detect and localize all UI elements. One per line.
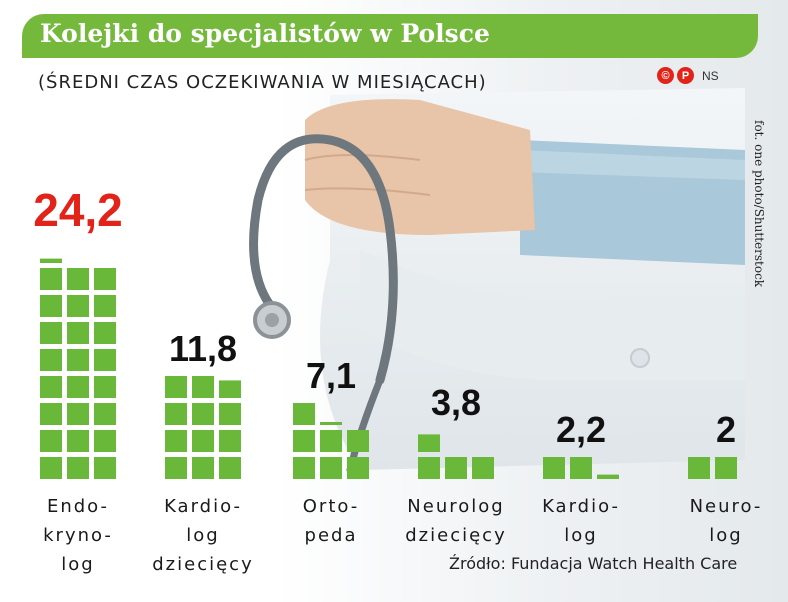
month-square [688, 457, 710, 479]
value-label: 24,2 [33, 184, 123, 236]
month-square [347, 430, 369, 452]
partial-month-square [418, 434, 440, 452]
value-label: 2 [716, 409, 736, 450]
month-square [347, 457, 369, 479]
month-square [94, 457, 116, 479]
month-square [570, 457, 592, 479]
month-square [320, 457, 342, 479]
month-square [192, 430, 214, 452]
month-square [67, 457, 89, 479]
category-label: log [564, 525, 597, 546]
bar-group-2: 7,1 Orto-peda [293, 355, 369, 546]
partial-month-square [219, 380, 241, 398]
month-square [472, 457, 494, 479]
month-square [165, 430, 187, 452]
month-square [192, 403, 214, 425]
value-label: 11,8 [169, 328, 237, 369]
month-square [40, 457, 62, 479]
category-label: log [186, 525, 219, 546]
category-label: log [709, 525, 742, 546]
month-square [192, 376, 214, 398]
month-square [40, 349, 62, 371]
month-square [293, 403, 315, 425]
bar-group-3: 3,8 Neurolog dziecięcy [405, 382, 506, 546]
month-square [165, 403, 187, 425]
bar-group-1: 11,8 Kardio-log dziecięcy [152, 328, 253, 575]
category-label: Neurolog [407, 496, 504, 517]
value-label: 7,1 [306, 355, 356, 396]
month-square [445, 457, 467, 479]
month-square [219, 403, 241, 425]
category-label: Neuro- [690, 496, 763, 517]
month-square [67, 295, 89, 317]
source-note: Źródło: Fundacja Watch Health Care [449, 554, 738, 573]
month-square [94, 430, 116, 452]
value-label: 2,2 [556, 409, 606, 450]
month-square [219, 430, 241, 452]
copyright-icon: © [657, 67, 674, 84]
partial-month-square [40, 258, 62, 263]
month-square [67, 349, 89, 371]
month-square [94, 349, 116, 371]
month-square [67, 430, 89, 452]
month-square [40, 268, 62, 290]
month-square [94, 376, 116, 398]
category-label: dziecięcy [405, 525, 506, 546]
month-square [293, 430, 315, 452]
month-square [94, 322, 116, 344]
category-label: Orto- [303, 496, 359, 517]
bar-group-4: 2,2 Kardio-log [542, 409, 620, 546]
month-square [418, 457, 440, 479]
chart-title: Kolejki do specjalistów w Polsce [40, 19, 490, 48]
title-banner: Kolejki do specjalistów w Polsce [22, 14, 758, 58]
month-square [67, 403, 89, 425]
month-square [94, 295, 116, 317]
month-square [40, 295, 62, 317]
category-label: Kardio- [164, 496, 242, 517]
month-square [40, 403, 62, 425]
category-label: log [61, 554, 94, 575]
month-square [543, 457, 565, 479]
month-square [192, 457, 214, 479]
value-label: 3,8 [431, 382, 481, 423]
month-square [219, 457, 241, 479]
photo-credit: fot. one photo/Shutterstock [752, 120, 766, 288]
month-square [165, 376, 187, 398]
month-square [94, 268, 116, 290]
month-square [67, 268, 89, 290]
category-label: peda [305, 525, 358, 546]
month-square [67, 322, 89, 344]
month-square [165, 457, 187, 479]
bar-group-5: 2 Neuro-log [688, 409, 763, 546]
bar-group-0: 24,2 Endo-kryno-log [33, 184, 123, 575]
category-label: Kardio- [542, 496, 620, 517]
chart-subtitle: (ŚREDNI CZAS OCZEKIWANIA W MIESIĄCACH) [38, 72, 487, 93]
month-square [320, 430, 342, 452]
category-label: kryno- [43, 525, 113, 546]
category-label: dziecięcy [152, 554, 253, 575]
category-label: Endo- [47, 496, 109, 517]
month-square [715, 457, 737, 479]
month-square [67, 376, 89, 398]
p-mark-icon: P [677, 67, 694, 84]
month-square [40, 376, 62, 398]
partial-month-square [320, 422, 342, 425]
month-square [94, 403, 116, 425]
publisher-logo: © P NS [657, 67, 719, 84]
month-square [40, 322, 62, 344]
partial-month-square [597, 474, 619, 479]
month-square [293, 457, 315, 479]
month-square [40, 430, 62, 452]
logo-suffix: NS [702, 68, 719, 83]
